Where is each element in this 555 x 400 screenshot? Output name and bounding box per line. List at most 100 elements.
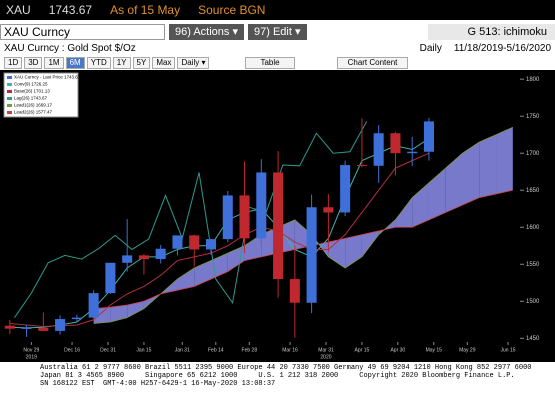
candle-body: [356, 165, 367, 167]
candle-body: [222, 195, 233, 240]
indicator-line: [9, 152, 430, 327]
ticker: XAU: [6, 3, 31, 17]
as-of: As of 15 May: [110, 3, 181, 17]
period-select[interactable]: Daily ▾: [177, 56, 210, 69]
candle-body: [407, 151, 418, 154]
legend-label: Lag(26) 1743.67: [14, 96, 48, 101]
x-tick-label: Feb 28: [242, 347, 258, 353]
candle-body: [71, 317, 82, 320]
toolbar: XAU Curncy 96) Actions ▾ 97) Edit ▾ G 51…: [0, 22, 555, 42]
candle-body: [138, 255, 149, 260]
x-tick-label: Dec 31: [100, 347, 116, 353]
candle-body: [189, 235, 200, 250]
legend-swatch: [7, 83, 12, 86]
legend-box: [3, 72, 79, 118]
y-tick-label: 1750: [526, 114, 540, 120]
frequency: Daily: [419, 43, 442, 54]
x-tick-label: Mar 31: [318, 347, 334, 353]
legend-swatch: [7, 90, 12, 93]
candle-body: [423, 121, 435, 152]
cloud-segment: [227, 245, 245, 272]
candle-body: [340, 165, 351, 213]
edit-menu[interactable]: 97) Edit ▾: [248, 24, 307, 40]
range-buttons: 1D 3D 1M 6M YTD 1Y 5Y Max Daily ▾ Table Chart Cont…: [0, 56, 555, 69]
candle-body: [373, 133, 384, 166]
indicator-line: [14, 121, 368, 318]
security-name: XAU Curncy : Gold Spot $/Oz: [4, 43, 136, 54]
x-tick-label: Apr 15: [355, 347, 370, 353]
footer: Australia 61 2 9777 8600 Brazil 5511 239…: [40, 364, 531, 388]
x-tick-label: Feb 14: [208, 347, 224, 353]
lead-line: [93, 189, 513, 310]
cloud-segment: [496, 127, 513, 194]
candle-body: [289, 279, 300, 303]
y-tick-label: 1800: [526, 77, 540, 83]
y-tick-label: 1500: [526, 299, 540, 305]
actions-menu[interactable]: 96) Actions ▾: [169, 24, 244, 40]
y-tick-label: 1650: [526, 188, 540, 194]
range-button[interactable]: 1D: [4, 56, 23, 69]
cloud-segment: [462, 142, 480, 206]
x-tick-label: Mar 16: [282, 347, 298, 353]
table-button[interactable]: Table: [245, 56, 295, 69]
candle-body: [306, 207, 317, 303]
x-tick-label: May 29: [459, 347, 476, 353]
cloud-segment: [445, 153, 463, 213]
range-button[interactable]: Max: [152, 56, 176, 69]
range-button[interactable]: 5Y: [132, 56, 151, 69]
date-range: 11/18/2019-5/16/2020: [453, 43, 551, 54]
cloud-segment: [127, 301, 144, 318]
source: Source BGN: [198, 3, 266, 17]
y-tick-label: 1700: [526, 151, 540, 157]
candle-body: [323, 207, 334, 213]
candle-body: [172, 235, 183, 249]
legend-swatch: [7, 76, 12, 79]
x-tick-label: Dec 16: [64, 347, 80, 353]
candle-body: [205, 239, 217, 250]
header-bar: XAU 1743.67 As of 15 May Source BGN: [0, 0, 555, 20]
legend-swatch: [7, 97, 12, 100]
range-button[interactable]: YTD: [86, 56, 111, 69]
cloud-segment: [361, 230, 379, 257]
legend-label: Conv(9) 1726.25: [14, 82, 48, 87]
candle-body: [390, 133, 401, 154]
candle-body: [88, 293, 99, 318]
x-tick-label: Jan 15: [136, 347, 151, 353]
range-button[interactable]: 3D: [24, 56, 43, 69]
x-tick-label: Nov 29: [23, 347, 39, 353]
cloud-segment: [395, 197, 413, 228]
candle-body: [155, 248, 166, 260]
y-tick-label: 1600: [526, 225, 540, 231]
candle-body: [4, 325, 15, 329]
subheader: XAU Curncy : Gold Spot $/Oz Daily 11/18/2…: [0, 43, 555, 55]
page-id: G 513: ichimoku: [427, 24, 555, 40]
footer-line: Japan 81 3 4565 8900 Singapore 65 6212 1…: [40, 372, 515, 380]
cloud-segment: [428, 168, 446, 220]
range-button[interactable]: 1Y: [112, 56, 131, 69]
lead-line: [93, 126, 513, 324]
x-tick-label: Apr 30: [390, 347, 405, 353]
range-button[interactable]: 1M: [44, 56, 64, 69]
security-input[interactable]: XAU Curncy: [0, 24, 165, 40]
price: 1743.67: [48, 3, 93, 17]
cloud-segment: [479, 134, 497, 198]
y-tick-label: 1450: [526, 336, 540, 342]
candle-body: [38, 327, 49, 331]
legend-label: XAU Curncy - Last Price 1743.67: [14, 75, 81, 80]
legend-label: Base(26) 1701.13: [14, 89, 50, 94]
chart-content-button[interactable]: Chart Content: [336, 56, 409, 69]
range-button[interactable]: 6M: [65, 56, 85, 69]
chart: 1450 1500 1550 1600 1650 1700 1750 1800 Nov 29 De…: [0, 70, 555, 362]
cloud-segment: [194, 260, 211, 287]
cloud-segment: [244, 234, 262, 261]
legend-label: Lead2(26) 1577.47: [14, 110, 53, 115]
footer-line: SN 168122 EST GMT-4:00 H257-6429-1 16-Ma…: [40, 380, 276, 388]
candle-body: [105, 262, 116, 294]
year-label: 2020: [320, 354, 331, 360]
x-tick-label: Jan 31: [175, 347, 190, 353]
cloud-segment: [110, 304, 128, 323]
footer-line: Australia 61 2 9777 8600 Brazil 5511 239…: [40, 364, 532, 372]
legend-swatch: [7, 104, 12, 107]
cloud-segment: [177, 267, 195, 291]
